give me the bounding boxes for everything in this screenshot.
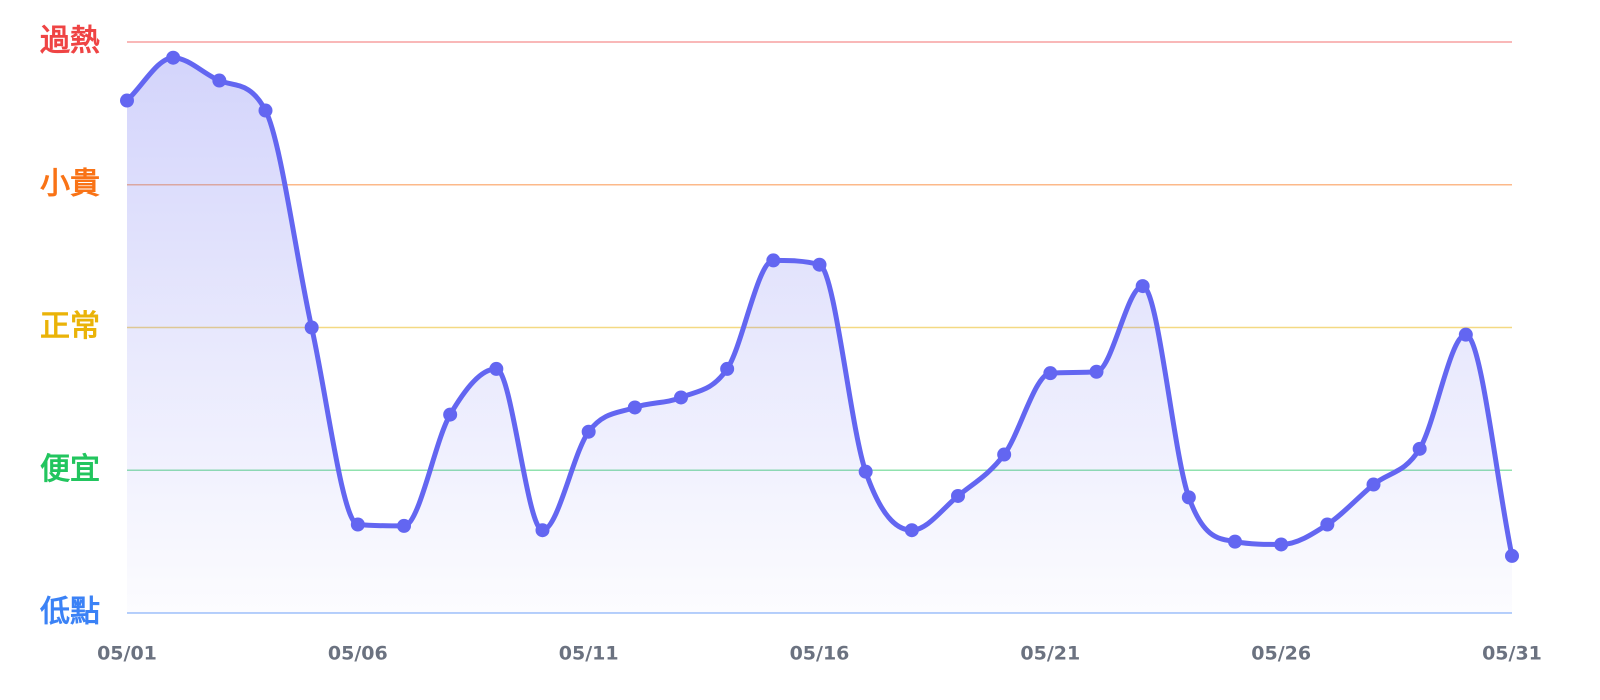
point bbox=[397, 518, 411, 533]
x-tick-label: 05/16 bbox=[790, 643, 850, 665]
y-tick-label: 正常 bbox=[40, 309, 100, 344]
x-tick-label: 05/26 bbox=[1251, 643, 1311, 665]
point bbox=[1274, 537, 1289, 552]
point bbox=[720, 361, 735, 376]
point bbox=[1320, 517, 1335, 532]
point bbox=[350, 517, 365, 532]
point bbox=[812, 257, 827, 272]
point bbox=[1228, 534, 1242, 549]
point bbox=[258, 103, 273, 118]
point bbox=[304, 320, 319, 335]
y-tick-label: 小貴 bbox=[40, 166, 100, 201]
x-tick-label: 05/01 bbox=[97, 643, 157, 665]
area bbox=[127, 57, 1512, 613]
point bbox=[535, 523, 550, 538]
point bbox=[166, 50, 181, 65]
point bbox=[997, 447, 1012, 462]
point bbox=[212, 73, 227, 88]
point bbox=[1043, 366, 1058, 381]
point bbox=[120, 93, 134, 108]
point bbox=[904, 523, 919, 538]
point bbox=[1089, 364, 1104, 379]
point bbox=[627, 400, 642, 415]
point bbox=[1412, 441, 1427, 456]
x-tick-label: 05/21 bbox=[1020, 643, 1080, 665]
point bbox=[858, 464, 873, 479]
point bbox=[1458, 327, 1473, 342]
point bbox=[581, 424, 596, 439]
point bbox=[1181, 490, 1196, 505]
point bbox=[766, 253, 781, 268]
point bbox=[674, 390, 688, 405]
point bbox=[951, 488, 965, 503]
x-tick-label: 05/31 bbox=[1482, 643, 1542, 665]
point bbox=[489, 361, 504, 376]
x-tick-label: 05/11 bbox=[559, 643, 619, 665]
point bbox=[443, 407, 458, 422]
point bbox=[1135, 279, 1150, 294]
y-tick-label: 過熱 bbox=[40, 24, 100, 59]
point bbox=[1505, 548, 1519, 563]
x-tick-label: 05/06 bbox=[328, 643, 388, 665]
point bbox=[1366, 477, 1381, 492]
y-tick-label: 低點 bbox=[39, 595, 100, 630]
y-tick-label: 便宜 bbox=[40, 452, 100, 487]
